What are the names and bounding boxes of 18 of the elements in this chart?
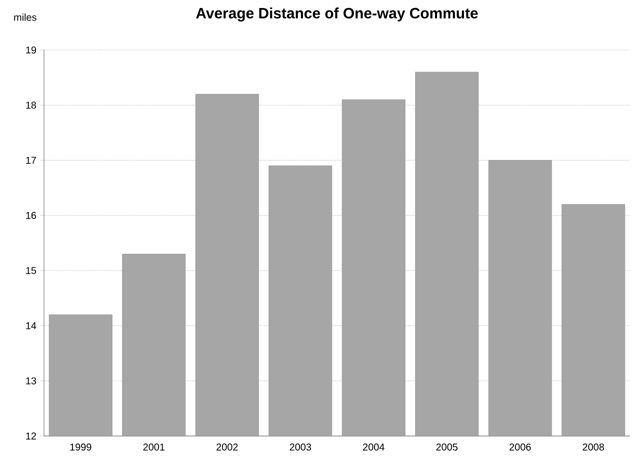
x-tick-label: 2005 <box>436 444 458 451</box>
y-tick-label: 19 <box>26 46 36 54</box>
y-tick-label: 18 <box>26 102 36 109</box>
x-tick-label: 2003 <box>290 444 312 451</box>
x-tick-label: 2002 <box>216 444 238 451</box>
x-tick-label: 2006 <box>510 444 531 451</box>
y-tick-label: 17 <box>26 156 36 164</box>
x-tick-label: 2001 <box>143 444 164 451</box>
x-tick-label: 2008 <box>582 444 604 451</box>
y-tick-label: 15 <box>26 267 36 274</box>
y-tick-label: 12 <box>26 432 36 440</box>
chart-title: Average Distance of One-way Commute <box>196 8 478 22</box>
y-tick-label: 16 <box>26 212 36 219</box>
y-axis-title: miles <box>14 14 36 21</box>
x-tick-label: 2004 <box>363 444 384 451</box>
y-tick-label: 13 <box>26 377 36 384</box>
y-tick-label: 14 <box>26 322 36 330</box>
x-tick-label: 1999 <box>70 444 92 451</box>
